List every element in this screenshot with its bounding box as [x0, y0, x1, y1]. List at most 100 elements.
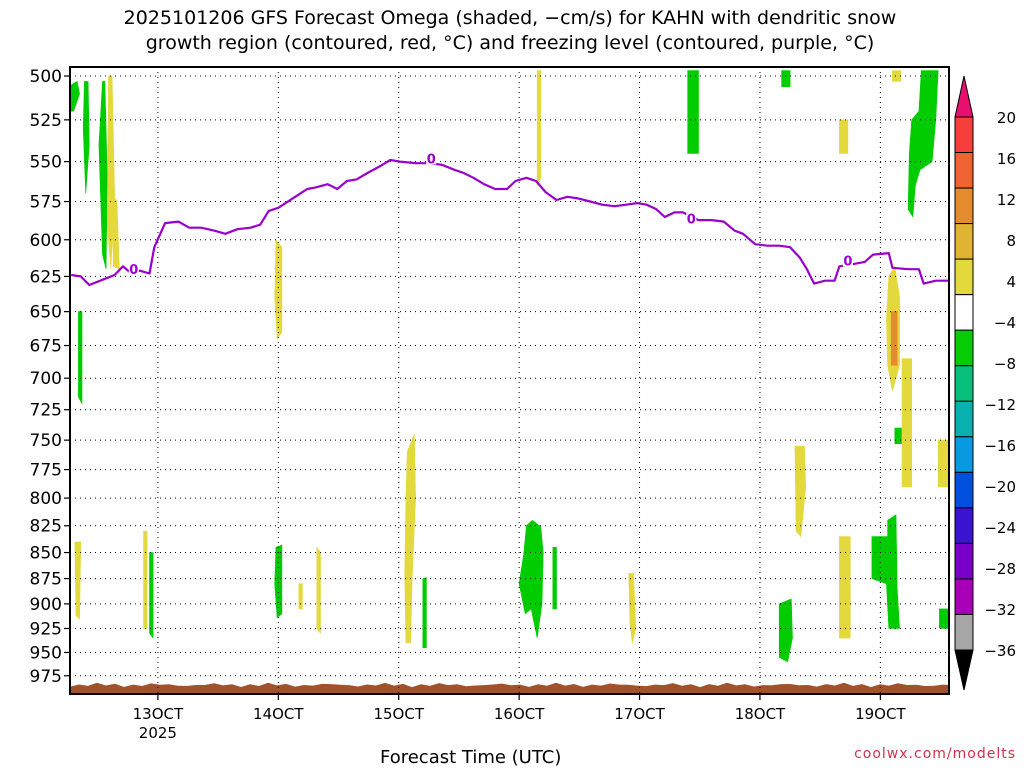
- chart-title: 2025101206 GFS Forecast Omega (shaded, −…: [0, 6, 1020, 56]
- credit-text: coolwx.com/modelts: [854, 746, 1016, 762]
- y-tick-label: 575: [30, 193, 62, 213]
- x-tick-label: 17OCT: [614, 705, 665, 723]
- colorbar-box: [954, 152, 974, 189]
- freezing-level-label: 0: [687, 213, 696, 228]
- omega-region-2: [98, 81, 108, 270]
- omega-region-27: [839, 119, 849, 154]
- y-tick-label: 750: [30, 431, 62, 451]
- freezing-level-label-bg: [686, 211, 697, 225]
- freezing-level-label: 0: [129, 263, 138, 278]
- omega-region-12: [871, 514, 900, 629]
- colorbar-bottom-arrow: [954, 649, 974, 691]
- y-tick-label: 950: [30, 643, 62, 663]
- omega-region-11: [778, 598, 793, 663]
- freezing-level-label-bg: [842, 253, 853, 267]
- colorbar: 20 16 12 8 4 −4 −8 −12 −16 −20 −24 −28 −32 −36: [954, 75, 1016, 691]
- y-tick-label: 850: [30, 544, 62, 564]
- y-tick-label: 925: [30, 619, 62, 639]
- y-tick-label: 825: [30, 517, 62, 537]
- colorbar-box: [954, 329, 974, 367]
- plot-frame: [69, 66, 950, 695]
- omega-region-20: [274, 238, 283, 340]
- colorbar-box: [954, 116, 974, 154]
- x-tick-label: 18OCT: [735, 705, 786, 723]
- freezing-level-line: [71, 158, 949, 287]
- y-axis: 500 525 550 575 600 625 650 675 700 725 750 775 800 8…: [30, 67, 70, 687]
- colorbar-box: [954, 578, 974, 615]
- x-tick-label: 14OCT: [253, 705, 304, 723]
- colorbar-box: [954, 294, 974, 331]
- y-tick-label: 525: [30, 111, 62, 131]
- colorbar-tick-label: 16: [997, 150, 1016, 168]
- colorbar-tick-label: 12: [997, 191, 1016, 209]
- freezing-level-label-bg: [128, 262, 139, 276]
- omega-region-19: [143, 530, 148, 629]
- y-tick-label: 550: [30, 153, 62, 173]
- colorbar-box: [954, 365, 974, 402]
- colorbar-box: [954, 613, 974, 651]
- y-tick-label: 675: [30, 337, 62, 357]
- chart-title-line-1: 2025101206 GFS Forecast Omega (shaded, −…: [123, 7, 897, 29]
- chart-title-line-2: growth region (contoured, red, °C) and f…: [145, 32, 875, 54]
- y-tick-label: 700: [30, 369, 62, 389]
- y-tick-label: 600: [30, 231, 62, 251]
- colorbar-tick-label: −4: [994, 314, 1016, 332]
- x-tick-label: 13OCT: [133, 705, 184, 723]
- colorbar-box: [954, 223, 974, 260]
- omega-region-21: [298, 583, 303, 610]
- colorbar-box: [954, 542, 974, 580]
- colorbar-tick-label: −12: [984, 396, 1016, 414]
- colorbar-tick-label: −32: [984, 601, 1016, 619]
- omega-region-32: [892, 70, 902, 82]
- surface-terrain: [70, 682, 949, 694]
- y-tick-label: 875: [30, 570, 62, 590]
- omega-region-14: [907, 70, 939, 218]
- surface-fill: [70, 682, 949, 694]
- grid-lines: [70, 67, 949, 694]
- colorbar-box: [954, 507, 974, 544]
- omega-region-8: [552, 546, 557, 610]
- omega-region-30: [901, 358, 913, 488]
- omega-region-26: [794, 445, 807, 538]
- x-tick-label: 15OCT: [373, 705, 424, 723]
- omega-region-4: [149, 552, 154, 639]
- omega-region-28: [839, 536, 851, 639]
- y-tick-label: 725: [30, 401, 62, 421]
- colorbar-tick-label: 8: [1006, 232, 1016, 250]
- y-tick-label: 500: [30, 67, 62, 87]
- omega-region-18: [74, 541, 82, 620]
- colorbar-box: [954, 258, 974, 296]
- colorbar-top-arrow: [954, 75, 974, 118]
- colorbar-tick-label: −36: [984, 642, 1016, 660]
- omega-region-0: [70, 80, 80, 112]
- colorbar-tick-label: −24: [984, 519, 1016, 537]
- omega-region-9: [687, 70, 699, 154]
- colorbar-tick-label: 4: [1006, 273, 1016, 291]
- x-tick-label: 19OCT: [855, 705, 906, 723]
- omega-region-17: [111, 192, 120, 270]
- omega-region-5: [274, 544, 283, 619]
- y-tick-label: 900: [30, 595, 62, 615]
- colorbar-tick-label: 20: [997, 109, 1016, 127]
- colorbar-tick-label: −8: [994, 355, 1016, 373]
- x-axis-label: Forecast Time (UTC): [380, 747, 562, 768]
- omega-region-31: [937, 439, 949, 488]
- freezing-level-contour: 0 0 0 0: [71, 151, 949, 287]
- y-tick-label: 775: [30, 461, 62, 481]
- omega-region-15: [939, 608, 949, 629]
- y-tick-label: 975: [30, 667, 62, 687]
- colorbar-box: [954, 471, 974, 509]
- colorbar-box: [954, 187, 974, 225]
- y-tick-label: 800: [30, 489, 62, 509]
- colorbar-box: [954, 400, 974, 438]
- omega-regions: [70, 70, 949, 663]
- omega-region-7: [518, 519, 544, 639]
- freezing-level-label: 0: [427, 152, 436, 167]
- omega-region-1: [82, 81, 90, 194]
- freezing-level-label-bg: [426, 151, 437, 165]
- omega-region-3: [78, 311, 83, 405]
- omega-region-10: [781, 70, 791, 87]
- omega-region-23: [404, 433, 416, 644]
- colorbar-tick-label: −16: [984, 437, 1016, 455]
